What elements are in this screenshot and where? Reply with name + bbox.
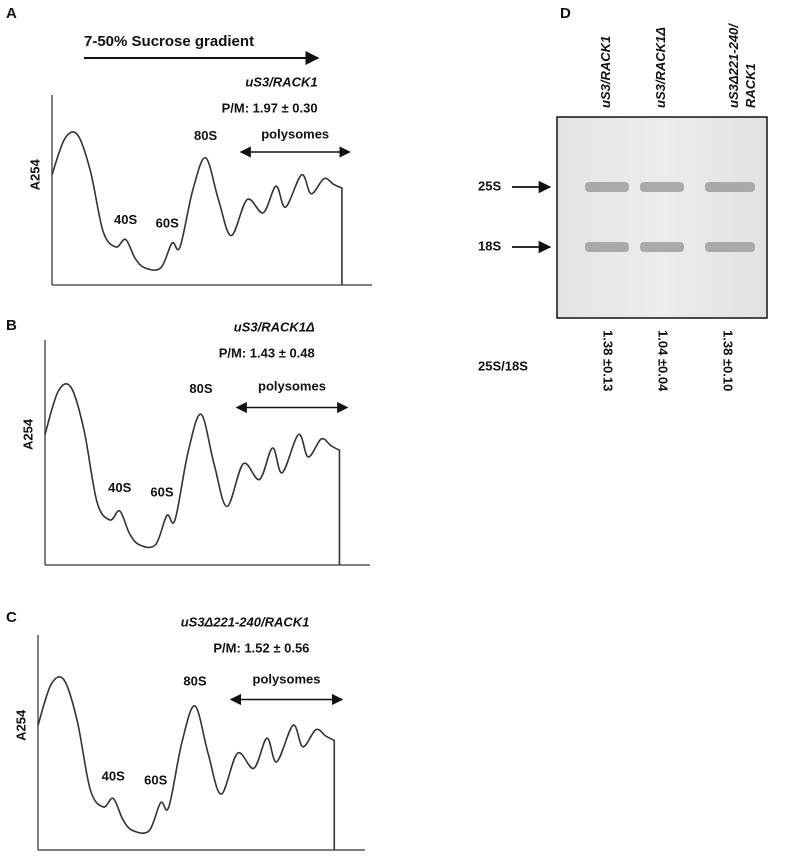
polysomes-label: polysomes [253,672,321,687]
gel-image [556,116,768,319]
profile-panel: B A254 uS3/RACK1Δ P/M: 1.43 ± 0.48 40S 60S 80S… [6,317,370,566]
strain-label: uS3/RACK1Δ [234,319,315,334]
peak-label: 60S [156,216,179,231]
panel-letter: C [6,609,17,626]
pm-ratio: P/M: 1.97 ± 0.30 [222,100,318,115]
pm-ratio: P/M: 1.52 ± 0.56 [213,640,309,655]
peak-label: 40S [102,768,125,783]
lane-label-line: uS3Δ221-240/ [726,23,741,108]
profile-panel: A A254 uS3/RACK1 P/M: 1.97 ± 0.30 40S 60S 80S p… [6,5,372,286]
ratio-value: 1.38 ±0.13 [601,330,616,391]
ratio-label: 25S/18S [478,358,528,373]
band-label: 18S [478,238,501,253]
lane-label-line: uS3/RACK1Δ [653,27,668,108]
profile-trace [37,676,336,850]
lane-label-line: RACK1 [743,63,758,108]
lane-label: uS3Δ221-240/RACK1 [726,23,758,108]
panel-letter: B [6,317,17,334]
peak-label: 60S [150,484,173,499]
band [705,242,755,252]
profile-trace [51,131,343,285]
lane-label: uS3/RACK1Δ [653,27,668,108]
panel-letter: D [560,5,571,22]
ratio-value: 1.38 ±0.10 [721,330,736,391]
peak-label: 60S [144,773,167,788]
pm-ratio: P/M: 1.43 ± 0.48 [219,345,315,360]
y-axis-label: A254 [27,158,42,190]
ratio-value: 1.04 ±0.04 [656,330,671,392]
peak-label: 80S [183,674,206,689]
peak-label: 80S [189,381,212,396]
gradient-label: 7-50% Sucrose gradient [84,33,254,50]
profile-panel: C A254 uS3Δ221-240/RACK1 P/M: 1.52 ± 0.56 40… [6,609,365,851]
profile-trace [44,383,341,565]
band [585,242,629,252]
lane-label: uS3/RACK1 [598,36,613,108]
y-axis-label: A254 [13,709,28,741]
lane-label-line: uS3/RACK1 [598,36,613,108]
band [585,182,629,192]
band [640,182,684,192]
panel-letter: A [6,5,17,22]
peak-label: 40S [108,480,131,495]
y-axis-label: A254 [20,418,35,450]
peak-label: 40S [114,212,137,227]
gel-panel: D uS3/RACK1 1.38 ±0.13 uS3/RACK1Δ 1.04 ±0.0… [478,5,768,392]
polysomes-label: polysomes [258,379,326,394]
band [640,242,684,252]
strain-label: uS3Δ221-240/RACK1 [181,614,310,629]
polysomes-label: polysomes [261,126,329,141]
band [705,182,755,192]
band-label: 25S [478,178,501,193]
strain-label: uS3/RACK1 [245,74,317,89]
peak-label: 80S [194,128,217,143]
